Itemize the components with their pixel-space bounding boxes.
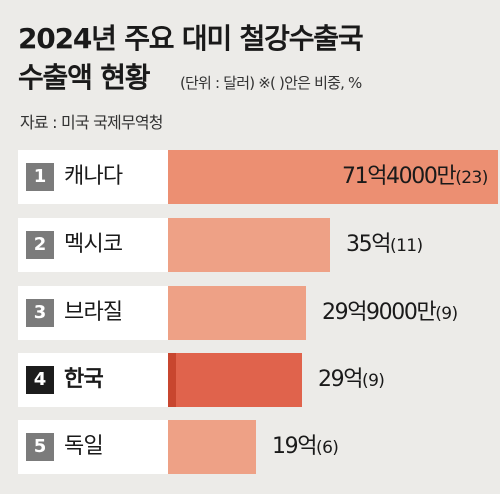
country-name: 독일 xyxy=(64,434,104,459)
bar xyxy=(168,353,302,407)
bar xyxy=(168,150,498,204)
value-share: (9) xyxy=(362,371,385,391)
value-share: (6) xyxy=(316,438,339,458)
rank-badge: 1 xyxy=(26,163,54,191)
country-label-box: 4 한국 xyxy=(18,353,168,407)
rank-badge: 4 xyxy=(26,366,54,394)
bar xyxy=(168,286,306,340)
chart-title-line1: 2024년 주요 대미 철강수출국 xyxy=(18,22,364,55)
value-amount: 19억 xyxy=(272,434,317,459)
value-amount: 71억4000만 xyxy=(342,164,457,189)
value-label: 29억9000만(9) xyxy=(322,298,458,328)
rank-badge: 2 xyxy=(26,231,54,259)
country-label-box: 3 브라질 xyxy=(18,286,168,340)
rank-badge: 3 xyxy=(26,299,54,327)
value-share: (11) xyxy=(390,236,423,256)
country-name: 캐나다 xyxy=(64,164,123,189)
source-note: 자료 : 미국 국제무역청 xyxy=(20,113,164,132)
value-share: (23) xyxy=(455,168,488,188)
value-label: 19억(6) xyxy=(272,432,339,462)
unit-note: (단위 : 달러) ※( )안은 비중, % xyxy=(180,74,362,92)
value-amount: 29억9000만 xyxy=(322,300,437,325)
bar xyxy=(168,218,330,272)
country-label-box: 2 멕시코 xyxy=(18,218,168,272)
value-label: 35억(11) xyxy=(346,230,423,260)
value-label: 29억(9) xyxy=(318,365,385,395)
bar xyxy=(168,420,256,474)
country-label-box: 5 독일 xyxy=(18,420,168,474)
value-amount: 29억 xyxy=(318,367,363,392)
country-label-box: 1 캐나다 xyxy=(18,150,168,204)
chart-title-line2: 수출액 현황 xyxy=(18,61,151,94)
rank-badge: 5 xyxy=(26,433,54,461)
value-amount: 35억 xyxy=(346,232,391,257)
value-label: 71억4000만(23) xyxy=(342,162,488,192)
value-share: (9) xyxy=(435,304,458,324)
country-name: 한국 xyxy=(64,367,104,392)
country-name: 브라질 xyxy=(64,300,123,325)
country-name: 멕시코 xyxy=(64,232,123,257)
